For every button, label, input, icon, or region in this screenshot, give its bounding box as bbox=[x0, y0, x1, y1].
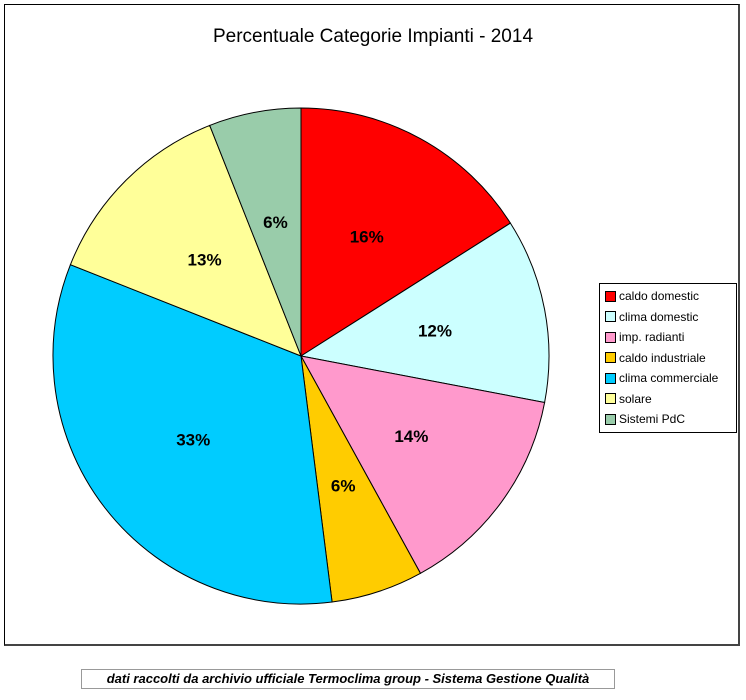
data-label: 6% bbox=[263, 213, 288, 232]
pie-slice-clima-commerciale bbox=[52, 264, 333, 605]
chart-title: Percentuale Categorie Impianti - 2014 bbox=[212, 26, 534, 47]
legend-item: caldo industriale bbox=[600, 348, 736, 369]
legend-item: clima domestic bbox=[600, 307, 736, 328]
legend-swatch bbox=[605, 413, 616, 425]
pie-slice-solare bbox=[69, 124, 302, 357]
legend-swatch bbox=[605, 290, 616, 302]
legend-swatch bbox=[605, 393, 616, 405]
data-label: 12% bbox=[418, 321, 452, 340]
legend-swatch bbox=[605, 311, 616, 323]
legend-swatch bbox=[605, 352, 616, 364]
data-label: 13% bbox=[188, 251, 222, 270]
legend-item: Sistemi PdC bbox=[600, 409, 736, 430]
legend-item: clima commerciale bbox=[600, 368, 736, 389]
footer-note: dati raccolti da archivio ufficiale Term… bbox=[81, 669, 615, 689]
legend-label: imp. radianti bbox=[619, 330, 685, 345]
pie-slice-clima-domestic bbox=[299, 222, 550, 404]
legend-item: imp. radianti bbox=[600, 327, 736, 348]
legend-label: Sistemi PdC bbox=[619, 412, 686, 427]
legend-label: solare bbox=[619, 391, 652, 406]
legend: caldo domestic clima domestic imp. radiant… bbox=[599, 283, 737, 433]
pie-slice-caldo-domestic bbox=[300, 107, 512, 357]
legend-item: solare bbox=[600, 389, 736, 410]
data-label: 6% bbox=[331, 477, 356, 496]
legend-label: caldo domestic bbox=[619, 289, 700, 304]
legend-label: clima commerciale bbox=[619, 371, 719, 386]
legend-label: caldo industriale bbox=[619, 350, 706, 365]
legend-item: caldo domestic bbox=[600, 286, 736, 307]
data-label: 14% bbox=[394, 427, 428, 446]
legend-swatch bbox=[605, 372, 616, 384]
pie-slice-imp-radianti bbox=[300, 355, 546, 575]
legend-label: clima domestic bbox=[619, 309, 699, 324]
data-label: 16% bbox=[350, 227, 384, 246]
data-label: 33% bbox=[176, 431, 210, 450]
legend-swatch bbox=[605, 331, 616, 343]
pie-slice-sistemi-pdc bbox=[209, 107, 302, 357]
